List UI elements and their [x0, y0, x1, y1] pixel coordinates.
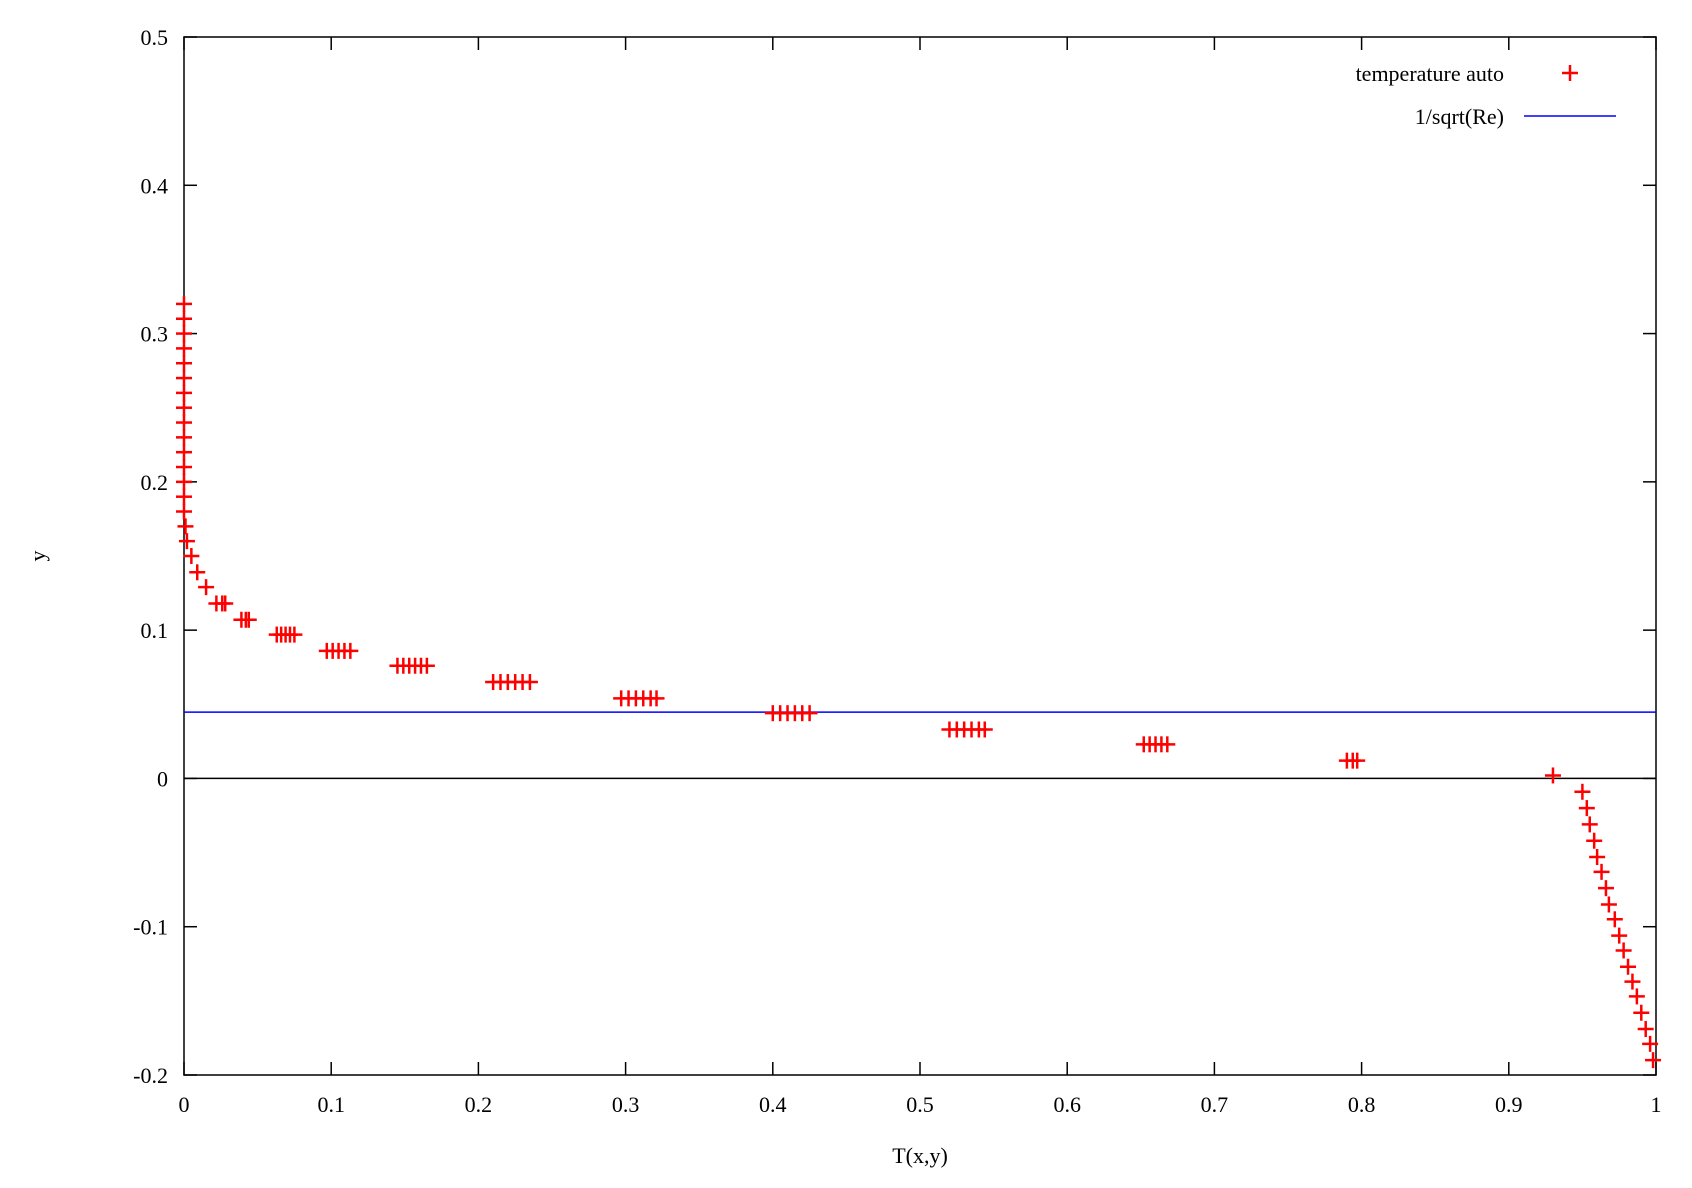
data-point	[1615, 942, 1632, 959]
data-point	[177, 518, 194, 535]
x-tick-label: 0.5	[906, 1092, 934, 1117]
x-tick-label: 0.2	[465, 1092, 493, 1117]
data-point	[176, 310, 192, 327]
data-point	[176, 295, 192, 312]
data-point	[1600, 896, 1617, 913]
data-point	[286, 626, 303, 643]
legend-label-1-sqrt-re: 1/sqrt(Re)	[1415, 104, 1504, 129]
data-point	[240, 611, 257, 628]
data-point	[1581, 816, 1598, 833]
data-point	[178, 533, 195, 550]
y-tick-label: -0.2	[133, 1063, 168, 1088]
x-axis-label: T(x,y)	[892, 1143, 948, 1168]
x-tick-label: 0	[179, 1092, 190, 1117]
data-point	[176, 503, 192, 520]
data-point	[1597, 880, 1614, 897]
data-point	[1633, 1004, 1650, 1021]
y-tick-label: 0.4	[141, 173, 169, 198]
data-point	[976, 721, 993, 738]
y-tick-label: 0.3	[141, 322, 169, 347]
data-point	[217, 595, 234, 612]
x-tick-label: 0.3	[612, 1092, 640, 1117]
data-point	[1606, 911, 1623, 928]
data-point	[176, 429, 192, 446]
data-point	[1159, 736, 1176, 753]
data-point	[1589, 849, 1606, 866]
y-tick-label: 0.5	[141, 25, 169, 50]
data-point	[176, 473, 192, 490]
plot-frame	[183, 36, 1657, 1076]
x-tick-label: 0.1	[317, 1092, 345, 1117]
data-point	[418, 657, 435, 674]
data-point	[189, 564, 206, 581]
x-tick-label: 0.4	[759, 1092, 787, 1117]
legend: temperature auto 1/sqrt(Re)	[1356, 61, 1616, 129]
y-tick-label: 0.2	[141, 470, 169, 495]
data-point	[176, 399, 192, 416]
data-point	[521, 674, 538, 691]
data-point	[176, 340, 192, 357]
x-tick-label: 0.9	[1495, 1092, 1523, 1117]
axis-ticks	[183, 36, 1657, 1076]
data-point	[176, 488, 192, 505]
legend-label-temperature-auto: temperature auto	[1356, 61, 1504, 86]
data-point	[1611, 927, 1628, 944]
data-point	[176, 384, 192, 401]
tick-labels: 0 0.1 0.2 0.3 0.4 0.5 0.6 0.7 0.8 0.9 1 -0.2 -0.1 0 0.…	[133, 25, 1661, 1117]
data-point	[1620, 958, 1637, 975]
y-tick-label: 0.1	[141, 618, 169, 643]
data-point	[176, 459, 192, 476]
y-axis-label: y	[25, 551, 50, 562]
y-tick-label: -0.1	[133, 915, 168, 940]
x-tick-label: 0.6	[1053, 1092, 1081, 1117]
data-point	[176, 355, 192, 372]
data-point	[801, 705, 818, 722]
data-point	[1637, 1021, 1654, 1038]
data-point	[1642, 1035, 1659, 1052]
series-temperature-auto	[176, 295, 1662, 1069]
legend-plus-icon	[1562, 65, 1578, 81]
data-point	[183, 548, 200, 564]
data-point	[1645, 1052, 1662, 1069]
data-point	[176, 444, 192, 461]
data-point	[342, 642, 359, 659]
data-point	[176, 325, 192, 342]
data-point	[1593, 863, 1610, 880]
data-point	[1544, 767, 1561, 784]
data-point	[1349, 752, 1366, 769]
data-point	[648, 690, 665, 707]
data-point	[198, 579, 215, 596]
data-point	[176, 370, 192, 387]
data-point	[1628, 988, 1645, 1005]
x-tick-label: 0.7	[1201, 1092, 1229, 1117]
legend-marker-plus	[1562, 65, 1578, 81]
data-point	[1624, 973, 1641, 990]
data-point	[1578, 800, 1595, 817]
data-point	[1574, 783, 1591, 800]
x-tick-label: 1	[1651, 1092, 1662, 1117]
x-tick-label: 0.8	[1348, 1092, 1376, 1117]
y-tick-label: 0	[157, 766, 168, 791]
data-point	[1586, 832, 1603, 849]
data-point	[176, 414, 192, 431]
